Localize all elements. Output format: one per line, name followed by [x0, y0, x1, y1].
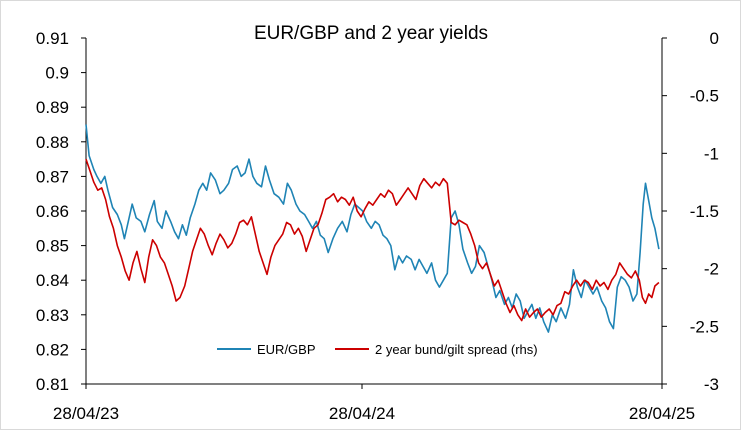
- y-left-tick-label: 0.85: [36, 237, 69, 256]
- y-right-tick-label: -0.5: [690, 87, 719, 106]
- y-left-tick-label: 0.87: [36, 167, 69, 186]
- y-left-tick-label: 0.86: [36, 202, 69, 221]
- y-left-tick-label: 0.88: [36, 133, 69, 152]
- y-left-tick-label: 0.84: [36, 271, 69, 290]
- legend-label-eurgbp: EUR/GBP: [257, 342, 316, 357]
- y-right-tick-label: -2: [704, 260, 719, 279]
- y-left-tick-label: 0.9: [45, 64, 69, 83]
- y-left-tick-label: 0.82: [36, 340, 69, 359]
- series-layer: [85, 124, 660, 333]
- series-line-spread: [85, 158, 660, 322]
- series-line-eurgbp: [85, 124, 660, 333]
- chart-title: EUR/GBP and 2 year yields: [254, 23, 488, 44]
- x-tick-label: 28/04/24: [329, 404, 395, 423]
- y-left-tick-label: 0.89: [36, 98, 69, 117]
- legend-label-spread: 2 year bund/gilt spread (rhs): [375, 342, 538, 357]
- y-right-tick-label: -3: [704, 375, 719, 394]
- y-left-tick-label: 0.91: [36, 29, 69, 48]
- y-left-tick-label: 0.83: [36, 306, 69, 325]
- y-right-tick-label: 0: [710, 29, 719, 48]
- x-tick-label: 28/04/25: [629, 404, 695, 423]
- axes: 0.81 0.82 0.83 0.84 0.85 0.86 0.87 0.88 0.89 0.9 0…: [36, 29, 719, 423]
- y-left-tick-label: 0.81: [36, 375, 69, 394]
- x-tick-label: 28/04/23: [53, 404, 119, 423]
- y-right-tick-label: -2.5: [690, 317, 719, 336]
- legend: EUR/GBP 2 year bund/gilt spread (rhs): [217, 342, 538, 357]
- y-right-tick-label: -1: [704, 144, 719, 163]
- y-right-tick-label: -1.5: [690, 202, 719, 221]
